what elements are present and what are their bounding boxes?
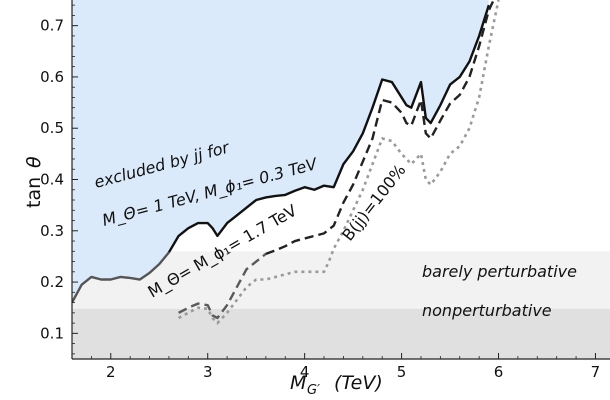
nonperturbative-band [72,308,610,359]
x-axis-title: M G′ (TeV) [290,372,383,398]
y-tick-label-0.2: 0.2 [40,273,64,291]
y-axis-title: tan θ [23,156,45,208]
dotted-curve-label: B(jj)=100% [338,161,409,245]
barely-perturbative-label: barely perturbative [422,262,577,281]
x-tick-label-6: 6 [494,363,504,381]
bands-layer [72,251,610,359]
excluded-region [72,0,489,303]
svg-text:G′: G′ [307,383,320,398]
solid-curve-low [72,251,170,304]
x-tick-label-4: 4 [300,363,310,381]
x-tick-label-3: 3 [203,363,213,381]
svg-text:θ: θ [23,156,45,168]
svg-text:M: M [290,372,306,394]
solid-curve [167,4,490,253]
y-tick-label-0.4: 0.4 [40,171,64,189]
dashed-curve [265,0,495,255]
frame-layer: 2 3 4 5 6 7 0.1 0.2 0.3 0.4 0.5 0.6 0.7 [40,0,610,381]
curves-layer [72,0,500,325]
x-tick-label-5: 5 [397,363,407,381]
nonperturbative-label: nonperturbative [422,301,552,320]
y-tick-label-0.1: 0.1 [40,324,64,342]
dotted-curve [178,0,500,325]
dashed-curve-low [178,252,267,320]
y-tick-label-0.6: 0.6 [40,68,64,86]
y-tick-label-0.7: 0.7 [40,17,64,35]
y-tick-label-0.3: 0.3 [40,222,64,240]
x-tick-label-2: 2 [106,363,116,381]
y-tick-label-0.5: 0.5 [40,119,64,137]
x-tick-label-7: 7 [591,363,601,381]
svg-text:tan: tan [23,177,45,208]
svg-text:(TeV): (TeV) [334,372,383,394]
